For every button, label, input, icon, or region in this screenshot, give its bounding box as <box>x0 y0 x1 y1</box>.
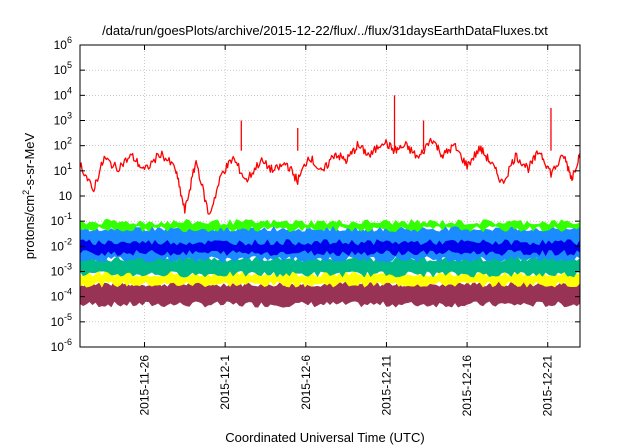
x-tick-label: 2015-11-26 <box>138 355 152 416</box>
y-tick-label: 101 <box>54 161 72 178</box>
x-tick-label: 2015-12-21 <box>541 355 555 417</box>
y-tick-label: 10-2 <box>51 236 72 253</box>
x-tick-label: 2015-12-16 <box>460 355 474 417</box>
y-tick-label: 10-6 <box>51 337 72 354</box>
x-tick-label: 2015-12-6 <box>299 355 313 410</box>
flux-bands <box>79 218 581 308</box>
y-axis-label-post: -s-sr-MeV <box>22 132 37 189</box>
y-tick-label: 106 <box>54 35 72 52</box>
chart-title: /data/run/goesPlots/archive/2015-12-22/f… <box>102 23 548 38</box>
y-tick-label: 103 <box>54 111 72 128</box>
y-axis-label-pre: protons/cm <box>22 195 37 259</box>
y-tick-label: 10-5 <box>51 312 72 329</box>
y-axis-label: protons/cm2-s-sr-MeV <box>21 132 37 259</box>
y-tick-label: 104 <box>54 85 72 102</box>
x-tick-label: 2015-12-11 <box>379 355 393 416</box>
y-tick-label: 10-1 <box>51 211 72 228</box>
y-tick-label: 10-3 <box>51 262 72 279</box>
y-tick-label: 10 <box>59 189 73 203</box>
y-tick-label: 105 <box>54 60 72 77</box>
red-series-line <box>79 137 581 215</box>
y-tick-label: 10-4 <box>51 287 72 304</box>
y-tick-label: 102 <box>54 136 72 153</box>
x-tick-label: 2015-12-1 <box>218 355 232 410</box>
x-axis-ticks: 2015-11-26 2015-12-1 2015-12-6 2015-12-11 20… <box>138 45 555 416</box>
red-series-layer <box>79 95 581 215</box>
x-axis-label: Coordinated Universal Time (UTC) <box>225 430 424 445</box>
y-axis-ticks: 10-6 10-5 10-4 10-3 10-2 10-1 10 101 102 103 104 10… <box>51 35 580 354</box>
y-axis-label-sup: 2 <box>21 190 31 195</box>
